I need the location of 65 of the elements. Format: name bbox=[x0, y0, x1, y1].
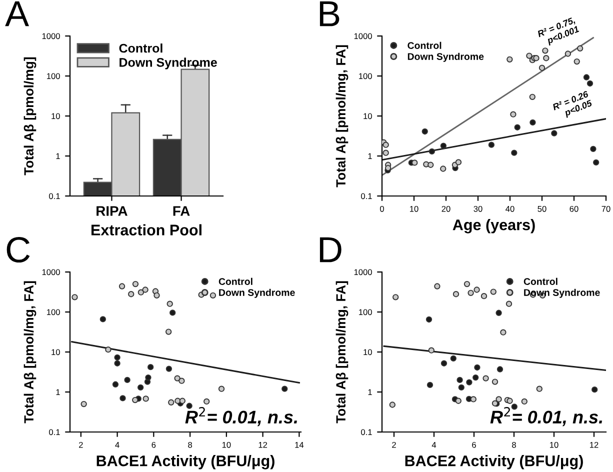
x-tick-label: 4 bbox=[115, 442, 120, 448]
y-tick-label: 1000 bbox=[354, 269, 372, 276]
legend-label: Control bbox=[119, 44, 162, 53]
x-axis-title: Age (years) bbox=[452, 219, 535, 234]
legend-label: Control bbox=[524, 278, 558, 285]
x-tick-label: 4 bbox=[432, 442, 436, 448]
text: D bbox=[320, 237, 342, 262]
x-tick-label: 60 bbox=[570, 206, 578, 212]
x-tick-label: 8 bbox=[188, 442, 192, 448]
legend-label: Down Syndrome bbox=[219, 288, 295, 298]
x-tick-label: 70 bbox=[602, 206, 610, 212]
y-tick-label: 0.1 bbox=[361, 429, 372, 436]
x-tick-label: 8 bbox=[512, 442, 516, 448]
x-axis-title: Extraction Pool bbox=[92, 224, 202, 236]
y-tick-label: 100 bbox=[359, 309, 372, 316]
legend-label: Control bbox=[218, 278, 252, 285]
y-tick-label: 100 bbox=[47, 309, 60, 316]
legend-label: Control bbox=[408, 42, 442, 49]
y-tick-label: 10 bbox=[364, 349, 372, 356]
legend-label: Down Syndrome bbox=[120, 58, 217, 70]
x-tick-label: 2 bbox=[392, 442, 396, 448]
x-tick-label: 10 bbox=[222, 442, 231, 448]
x-tick-label: 6 bbox=[152, 442, 156, 448]
y-tick-label: 10 bbox=[52, 113, 60, 120]
x-axis-title: BACE1 Activity (BFU/μg) bbox=[96, 455, 274, 470]
annotation: R$^{2}$= 0.01, n.s. bbox=[185, 407, 297, 426]
y-tick-label: 1 bbox=[56, 389, 60, 396]
legend-label: Down Syndrome bbox=[408, 52, 484, 62]
y-tick-label: 10 bbox=[364, 113, 372, 120]
x-tick-label: 12 bbox=[258, 442, 268, 448]
x-axis-title: BACE2 Activity (BFU/μg) bbox=[405, 455, 583, 470]
x-tick-label: 10 bbox=[550, 442, 558, 448]
text: C bbox=[6, 236, 30, 263]
y-tick-label: 1000 bbox=[42, 33, 60, 40]
x-tick-label: 0 bbox=[380, 206, 384, 212]
x-tick-label: 30 bbox=[474, 206, 482, 212]
text: A bbox=[5, 1, 30, 26]
x-tick-label: 6 bbox=[472, 442, 476, 448]
y-tick-label: 0.1 bbox=[49, 193, 60, 200]
x-tick-label: 20 bbox=[442, 206, 450, 212]
x-tick-label: 10 bbox=[410, 206, 418, 212]
y-tick-label: 100 bbox=[359, 73, 372, 80]
annotation: R$^{2}$= 0.01, n.s. bbox=[490, 407, 602, 426]
x-tick-label: FA bbox=[173, 206, 190, 216]
x-tick-label: RIPA bbox=[96, 206, 128, 216]
x-tick-label: 2 bbox=[79, 442, 83, 448]
y-axis-title: Total Aβ [pmol/mg] bbox=[24, 57, 36, 176]
x-tick-label: 12 bbox=[590, 442, 598, 448]
legend-label: Down Syndrome bbox=[524, 288, 600, 298]
x-tick-label: 14 bbox=[295, 442, 304, 448]
y-tick-label: 1000 bbox=[354, 33, 372, 40]
y-tick-label: 10 bbox=[52, 349, 60, 356]
x-tick-label: 40 bbox=[506, 206, 514, 212]
y-axis-title: Total Aβ [pmol/mg, FA] bbox=[336, 281, 348, 424]
y-tick-label: 1 bbox=[56, 153, 60, 160]
y-tick-label: 0.1 bbox=[49, 429, 60, 436]
y-tick-label: 0.1 bbox=[361, 193, 372, 200]
y-tick-label: 1 bbox=[368, 153, 372, 160]
x-tick-label: 50 bbox=[538, 206, 546, 212]
y-axis-title: Total Aβ [pmol/mg, FA] bbox=[336, 45, 348, 188]
text: B bbox=[320, 1, 340, 26]
y-tick-label: 1 bbox=[368, 389, 372, 396]
y-tick-label: 1000 bbox=[42, 269, 60, 276]
y-tick-label: 100 bbox=[47, 73, 60, 80]
y-axis-title: Total Aβ [pmol/mg, FA] bbox=[24, 281, 36, 424]
